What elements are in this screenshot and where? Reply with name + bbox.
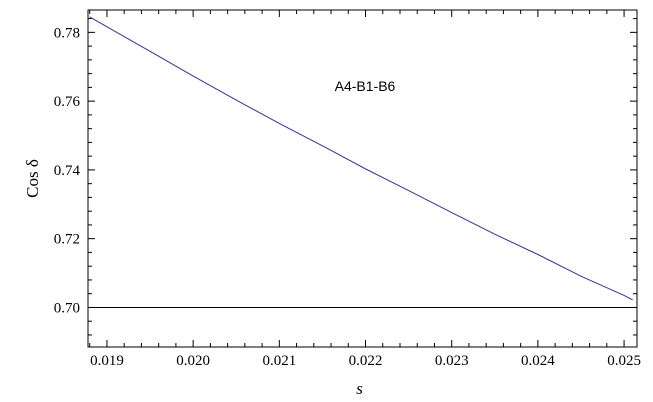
y-tick-label: 0.76 (54, 94, 81, 110)
x-axis-ticks: 0.019 0.020 0.021 0.022 0.023 0.024 0.025 (89, 10, 641, 369)
x-tick-label: 0.025 (607, 353, 641, 369)
x-tick-label: 0.020 (176, 353, 210, 369)
x-tick-label: 0.024 (521, 353, 555, 369)
x-tick-label: 0.019 (90, 353, 124, 369)
y-tick-label: 0.74 (54, 163, 81, 179)
plot-frame (87, 9, 638, 348)
y-axis-ticks: 0.70 0.72 0.74 0.76 0.78 (54, 18, 637, 336)
y-tick-label: 0.70 (54, 300, 80, 316)
series-group (89, 16, 633, 301)
x-tick-label: 0.023 (435, 353, 469, 369)
x-tick-label: 0.022 (349, 353, 383, 369)
x-tick-label: 0.021 (262, 353, 296, 369)
y-axis-title: Cos δ (23, 159, 42, 198)
x-axis-title: s (356, 379, 363, 398)
chart-annotation: A4-B1-B6 (335, 78, 396, 94)
series-line (89, 16, 633, 301)
y-tick-label: 0.72 (54, 232, 80, 248)
y-tick-label: 0.78 (54, 25, 80, 41)
